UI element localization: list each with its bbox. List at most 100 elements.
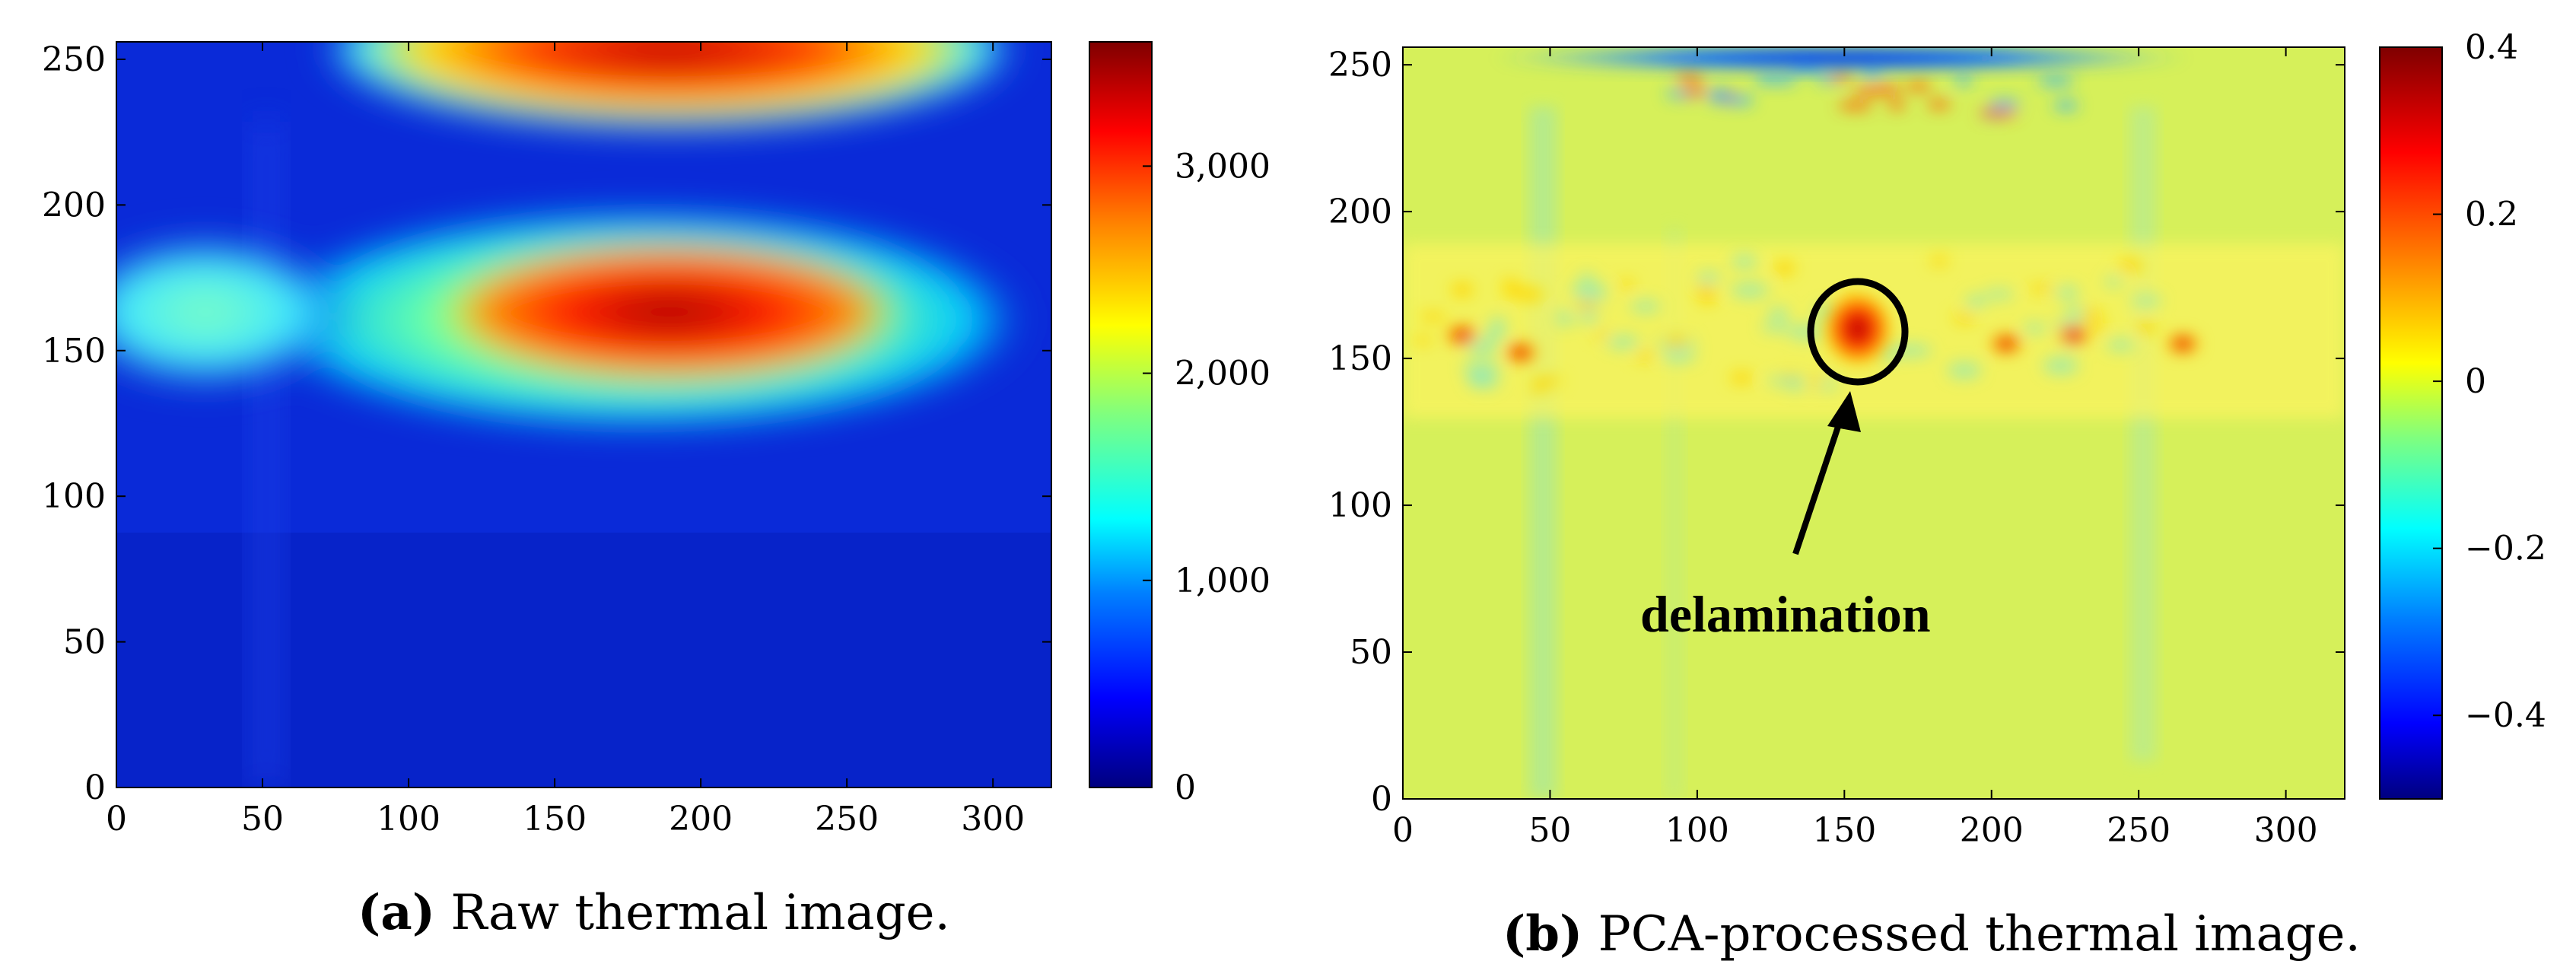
texture-blob [2053, 100, 2078, 110]
colorbar-tick-label: 0 [2465, 362, 2486, 401]
y-tick-label: 50 [63, 623, 106, 662]
texture-blob [1557, 309, 1573, 327]
y-tick-label: 50 [1350, 633, 1392, 672]
texture-blob [1947, 361, 1982, 379]
texture-blob [1448, 281, 1477, 299]
y-tick-label: 0 [1371, 780, 1392, 819]
texture-blob [1410, 335, 1436, 345]
colorbar-tick-label: −0.4 [2465, 696, 2546, 735]
texture-blob [2066, 306, 2085, 320]
texture-blob [2024, 322, 2046, 334]
x-tick-label: 150 [523, 800, 587, 838]
colorbar-tick-label: 1,000 [1175, 562, 1271, 600]
x-tick-label: 50 [241, 800, 284, 838]
colorbar-b-ticks: 0.4 0.2 0 −0.2 −0.4 [2433, 28, 2546, 735]
y-tick-label: 0 [84, 768, 106, 807]
texture-blob [1462, 361, 1501, 377]
texture-blob [2054, 285, 2079, 300]
heatmap-a-axes: 0 50 100 150 200 250 300 0 50 100 150 200 250 [42, 40, 1051, 838]
x-tick-label: 200 [669, 800, 733, 838]
colorbar-tick-label: 0.2 [2465, 196, 2518, 234]
colorbar-a-ticks: 0 1,000 2,000 3,000 [1143, 147, 1271, 807]
texture-blob [1731, 282, 1769, 298]
texture-blob [1727, 370, 1757, 386]
caption-a-text: Raw thermal image. [450, 885, 950, 941]
texture-blob [1978, 108, 2018, 118]
texture-blob [2107, 338, 2135, 352]
texture-blob [1496, 286, 1536, 298]
texture-blob [1530, 381, 1547, 394]
hot-spot [2166, 332, 2200, 355]
x-tick-label: 100 [377, 800, 440, 838]
heatmap-b-axes: 0 50 100 150 200 250 300 0 50 100 150 200 250 [1328, 46, 2345, 850]
colorbar-tick-label: 0.4 [2465, 28, 2518, 67]
texture-blob [1570, 282, 1608, 298]
texture-blob [1567, 298, 1606, 311]
texture-blob [1829, 71, 1852, 81]
heatmap-a-field [116, 42, 1051, 788]
caption-b: (b) PCA-processed thermal image. [1503, 905, 2361, 963]
y-tick-label: 100 [1328, 486, 1392, 525]
heatmap-b-texture [1410, 62, 2200, 394]
delamination-arrow [1792, 407, 1847, 555]
texture-blob [1466, 338, 1499, 357]
texture-blob [1732, 254, 1757, 269]
y-tick-label: 100 [42, 477, 106, 516]
x-tick-label: 300 [961, 800, 1025, 838]
texture-blob [1927, 254, 1951, 267]
texture-blob [1691, 282, 1719, 295]
texture-blob [1805, 374, 1825, 388]
texture-blob [1662, 352, 1697, 363]
texture-blob [1760, 322, 1792, 332]
y-tick-label: 250 [1328, 46, 1392, 84]
texture-blob [1706, 89, 1734, 99]
heatmap-a: 0 50 100 150 200 250 300 0 50 100 150 200 250 [42, 40, 1052, 838]
texture-blob [2113, 257, 2147, 273]
hot-spot [2057, 324, 2091, 346]
texture-blob [1490, 317, 1506, 333]
colorbar-tick-label: 2,000 [1175, 355, 1271, 393]
colorbar-tick-label: 3,000 [1175, 147, 1271, 186]
texture-blob [1786, 375, 1806, 391]
heatmap-b: 0 50 100 150 200 250 300 0 50 100 150 200 250 delami… [1328, 46, 2345, 850]
texture-blob [1984, 288, 2014, 300]
texture-blob [1482, 329, 1507, 339]
texture-blob [1590, 329, 1614, 340]
texture-blob [1771, 259, 1798, 278]
texture-blob [2043, 356, 2079, 375]
y-tick-label: 200 [1328, 192, 1392, 231]
texture-blob [2037, 76, 2075, 86]
texture-blob [2132, 320, 2161, 335]
texture-blob [1630, 350, 1660, 361]
delamination-arrowhead [1827, 391, 1861, 432]
x-tick-label: 300 [2254, 811, 2318, 850]
texture-blob [1853, 85, 1891, 95]
x-tick-label: 0 [1392, 811, 1414, 850]
texture-blob [1949, 311, 1980, 325]
texture-blob [1954, 75, 1973, 85]
caption-a-label: (a) [358, 884, 436, 941]
colorbar-tick-label: −0.2 [2465, 530, 2546, 568]
texture-blob [2023, 284, 2061, 294]
caption-b-label: (b) [1503, 905, 1583, 963]
texture-blob [1630, 300, 1662, 313]
texture-blob [1927, 100, 1951, 110]
y-tick-label: 250 [42, 40, 106, 79]
texture-blob [1681, 87, 1709, 97]
y-tick-label: 150 [1328, 339, 1392, 378]
x-tick-label: 150 [1812, 811, 1876, 850]
texture-blob [1765, 75, 1798, 84]
hot-spot [1445, 324, 1479, 346]
texture-blob [1618, 278, 1636, 291]
x-tick-label: 0 [106, 800, 127, 838]
colorbar-a: 0 1,000 2,000 3,000 [1089, 41, 1271, 807]
y-tick-label: 150 [42, 332, 106, 371]
caption-b-text: PCA-processed thermal image. [1598, 906, 2361, 963]
texture-blob [2130, 295, 2163, 307]
texture-blob [1658, 334, 1694, 350]
texture-blob [1415, 311, 1452, 323]
x-tick-label: 100 [1665, 811, 1729, 850]
texture-blob [2085, 323, 2111, 334]
texture-blob [1579, 307, 1598, 324]
